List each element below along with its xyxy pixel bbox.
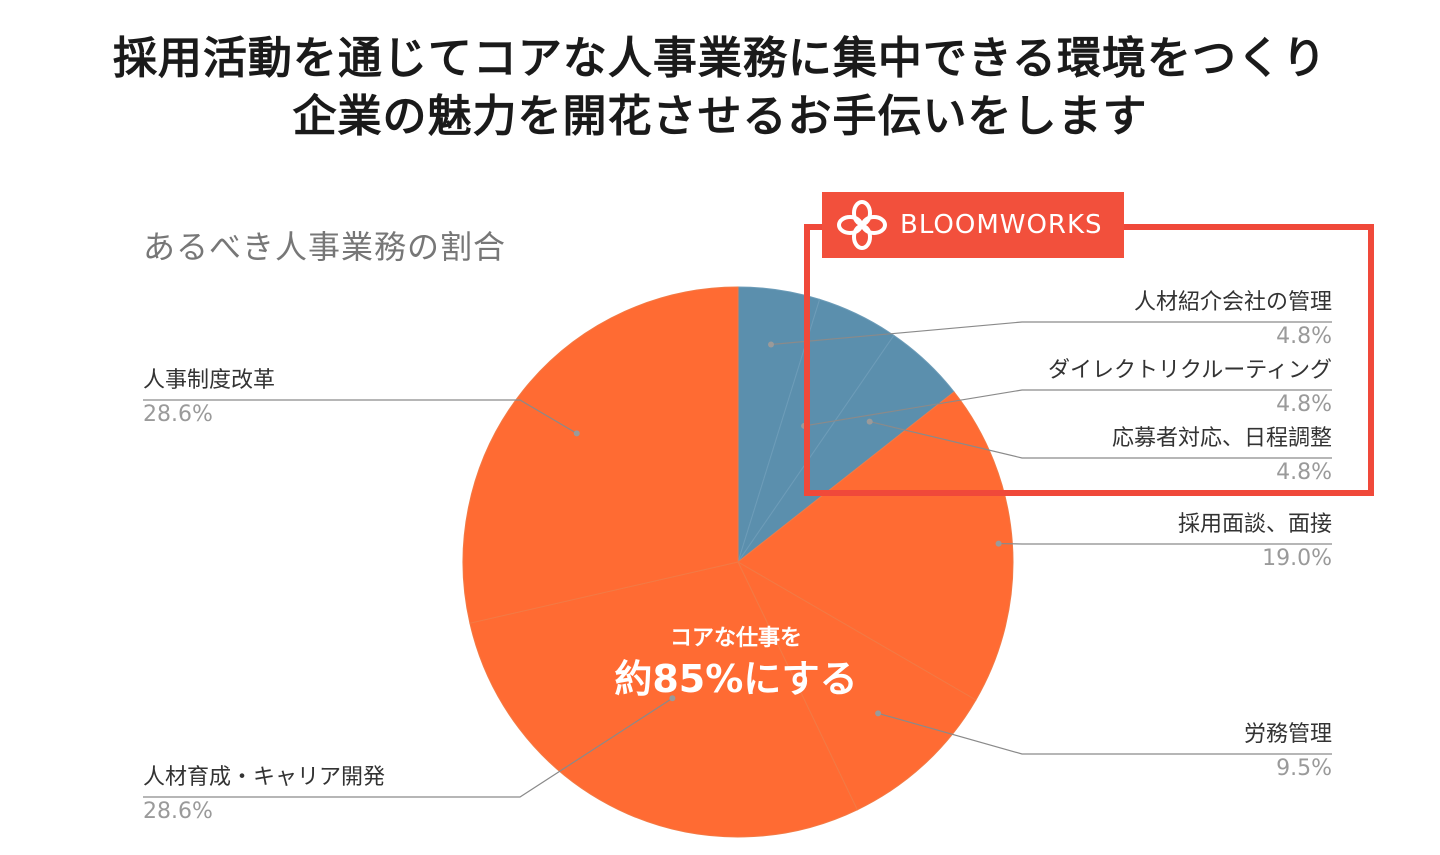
slice-label-value: 4.8% — [1276, 392, 1332, 417]
pie-slice — [736, 560, 977, 811]
brand-name: BLOOMWORKS — [900, 210, 1103, 240]
center-callout-big: 約85%にする — [614, 657, 858, 701]
slice-label-name: 人材育成・キャリア開発 — [143, 765, 386, 790]
slice-anchor-dot — [669, 695, 676, 702]
leader-line — [803, 389, 1332, 427]
slice-label: 応募者対応、日程調整 4.8% — [1112, 428, 1332, 484]
flower-logo-icon — [837, 200, 887, 250]
slice-label-value: 4.8% — [1276, 460, 1332, 485]
slice-anchor-dot — [875, 710, 882, 717]
pie-slice — [737, 391, 1014, 701]
slice-anchor-dot — [995, 540, 1002, 547]
leader-line — [877, 712, 1332, 755]
slice-label-name: 人材紹介会社の管理 — [1133, 290, 1332, 315]
slice-label: 人材育成・キャリア開発 28.6% — [143, 767, 385, 823]
leader-line — [143, 697, 673, 798]
slice-label-name: 労務管理 — [1243, 722, 1332, 747]
center-callout-small: コアな仕事を — [669, 626, 802, 651]
pie-slice — [469, 561, 858, 838]
slice-anchor-dot — [866, 418, 873, 425]
leader-line — [869, 420, 1332, 459]
slice-anchor-dot — [573, 430, 580, 437]
slice-label: 採用面談、面接 19.0% — [1178, 514, 1332, 570]
slice-label: 人材紹介会社の管理 4.8% — [1134, 292, 1332, 348]
slice-label-value: 19.0% — [1262, 546, 1332, 571]
leader-line — [770, 321, 1332, 346]
slice-label-value: 28.6% — [143, 402, 213, 427]
leader-line — [143, 399, 578, 434]
slice-label-name: 採用面談、面接 — [1177, 512, 1332, 537]
brand-badge: BLOOMWORKS — [822, 192, 1124, 258]
slice-label-name: ダイレクトリクルーティング — [1047, 358, 1332, 383]
headline-line-2: 企業の魅力を開花させるお手伝いをします — [292, 91, 1148, 142]
slice-anchor-dot — [768, 341, 775, 348]
slice-label-name: 応募者対応、日程調整 — [1111, 426, 1332, 451]
slice-label-value: 4.8% — [1276, 324, 1332, 349]
chart-title: あるべき人事業務の割合 — [143, 228, 507, 266]
slice-label: 労務管理 9.5% — [1244, 724, 1332, 780]
slice-label-value: 9.5% — [1276, 756, 1332, 781]
pie-slice — [462, 286, 739, 624]
slice-label-name: 人事制度改革 — [143, 368, 276, 393]
slice-label-value: 28.6% — [143, 799, 213, 824]
slice-label: ダイレクトリクルーティング 4.8% — [1048, 360, 1332, 416]
headline-line-1: 採用活動を通じてコアな人事業務に集中できる環境をつくり — [112, 33, 1328, 84]
slice-label: 人事制度改革 28.6% — [143, 370, 275, 426]
